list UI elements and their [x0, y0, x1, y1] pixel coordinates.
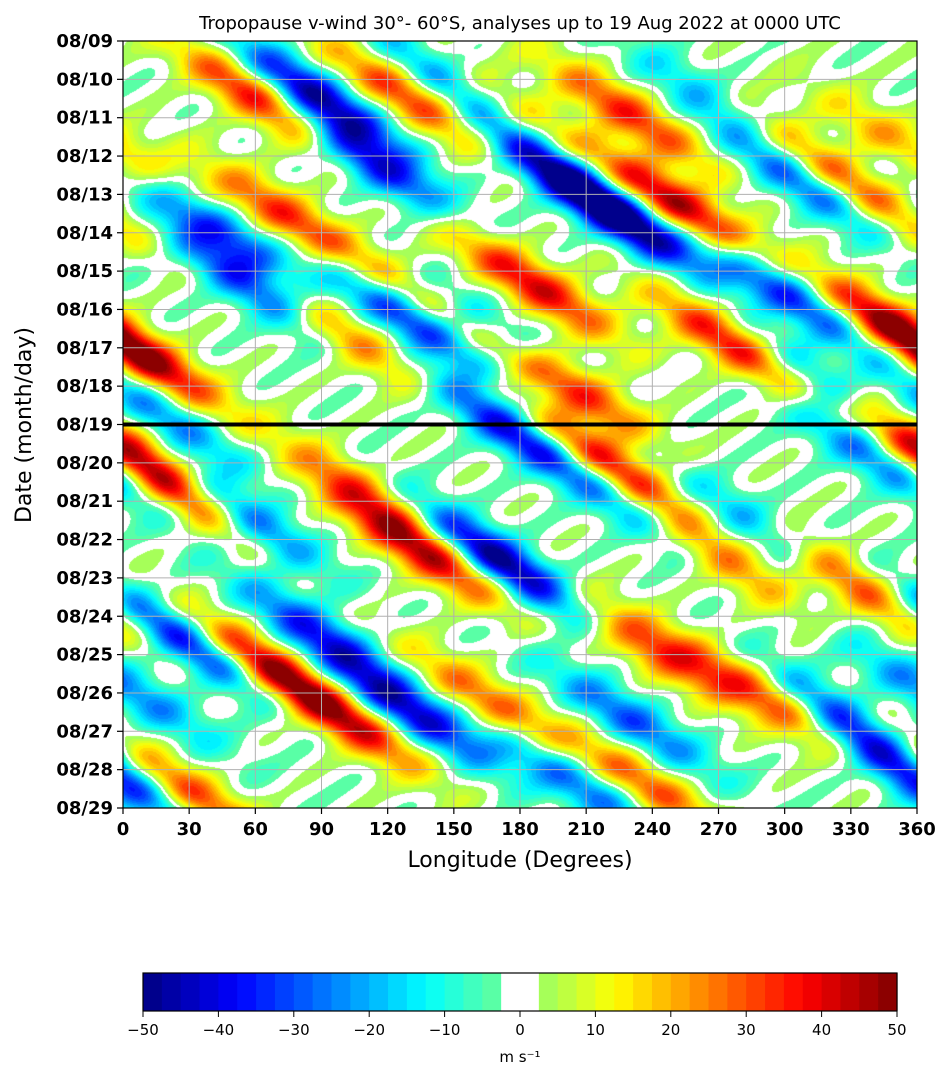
colorbar-swatch	[576, 973, 596, 1011]
colorbar-swatch	[520, 973, 540, 1011]
colorbar-swatch	[312, 973, 333, 1011]
colorbar-tick-label: −10	[429, 1021, 461, 1039]
y-tick-label: 08/17	[56, 338, 113, 359]
x-tick-label: 180	[501, 819, 539, 840]
colorbar-swatch	[821, 973, 842, 1011]
y-tick-label: 08/29	[56, 798, 113, 819]
colorbar-tick-label: 20	[661, 1021, 680, 1039]
x-tick-label: 60	[243, 819, 268, 840]
y-tick-label: 08/19	[56, 415, 113, 436]
y-tick-label: 08/10	[56, 69, 113, 90]
y-tick-label: 08/25	[56, 645, 113, 666]
colorbar-swatch	[783, 973, 804, 1011]
y-axis-title: Date (month/day)	[12, 327, 37, 523]
x-tick-label: 120	[369, 819, 407, 840]
colorbar-swatch	[256, 973, 276, 1011]
y-axis: 08/09 08/10 08/11 08/12 08/13 08/14 08/15 08/16…	[56, 31, 123, 819]
y-tick-label: 08/21	[56, 491, 113, 512]
colorbar-swatch	[840, 973, 860, 1011]
x-tick-label: 150	[435, 819, 473, 840]
y-tick-label: 08/15	[56, 261, 113, 282]
colorbar-swatch	[765, 973, 785, 1011]
colorbar-swatch	[444, 973, 465, 1011]
x-tick-label: 330	[832, 819, 870, 840]
colorbar-swatch	[425, 973, 446, 1011]
colorbar-swatch	[293, 973, 314, 1011]
y-tick-label: 08/20	[56, 453, 113, 474]
colorbar-swatch	[237, 973, 257, 1011]
colorbar-ticks: −50 −40 −30 −20 −10 0 10 20 30 40 50	[127, 1011, 907, 1039]
colorbar-swatch	[482, 973, 502, 1011]
x-tick-label: 300	[766, 819, 804, 840]
colorbar	[142, 972, 898, 1012]
y-tick-label: 08/18	[56, 376, 113, 397]
colorbar-swatch	[143, 973, 163, 1011]
colorbar-swatch	[557, 973, 578, 1011]
x-tick-label: 240	[634, 819, 672, 840]
colorbar-tick-label: −20	[353, 1021, 385, 1039]
chart-title: Tropopause v-wind 30°- 60°S, analyses up…	[198, 13, 841, 34]
y-tick-label: 08/27	[56, 721, 113, 742]
colorbar-swatch	[727, 973, 747, 1011]
colorbar-swatch	[350, 973, 370, 1011]
y-tick-label: 08/28	[56, 760, 113, 781]
x-tick-label: 270	[700, 819, 738, 840]
colorbar-tick-label: 40	[812, 1021, 831, 1039]
y-tick-label: 08/16	[56, 299, 113, 320]
colorbar-tick-label: 30	[737, 1021, 756, 1039]
x-tick-label: 90	[309, 819, 334, 840]
x-tick-label: 0	[117, 819, 130, 840]
y-tick-label: 08/13	[56, 184, 113, 205]
x-tick-label: 360	[898, 819, 936, 840]
colorbar-tick-label: −50	[127, 1021, 159, 1039]
colorbar-swatch	[463, 973, 483, 1011]
colorbar-swatch	[538, 973, 559, 1011]
y-tick-label: 08/22	[56, 530, 113, 551]
colorbar-tick-label: 50	[887, 1021, 906, 1039]
y-tick-label: 08/23	[56, 568, 113, 589]
plot-area	[122, 40, 918, 809]
colorbar-swatch	[746, 973, 766, 1011]
colorbar-swatch	[199, 973, 219, 1011]
y-tick-label: 08/09	[56, 31, 113, 52]
y-tick-label: 08/24	[56, 606, 113, 627]
colorbar-swatch	[651, 973, 672, 1011]
colorbar-unit-label: m s⁻¹	[499, 1048, 540, 1066]
colorbar-swatch	[369, 973, 389, 1011]
colorbar-swatch	[859, 973, 879, 1011]
colorbar-swatch	[802, 973, 823, 1011]
colorbar-swatch	[274, 973, 295, 1011]
colorbar-tick-label: −30	[278, 1021, 310, 1039]
y-tick-label: 08/12	[56, 146, 113, 167]
x-tick-label: 30	[177, 819, 202, 840]
colorbar-swatch	[878, 973, 898, 1011]
colorbar-tick-label: 10	[586, 1021, 605, 1039]
colorbar-swatch	[331, 973, 351, 1011]
colorbar-swatch	[633, 973, 653, 1011]
colorbar-swatch	[689, 973, 710, 1011]
colorbar-tick-label: 0	[515, 1021, 525, 1039]
colorbar-swatch	[388, 973, 408, 1011]
x-axis-title: Longitude (Degrees)	[407, 848, 632, 873]
x-axis: 0 30 60 90 120 150 180 210 240 270 300 330 360	[117, 808, 936, 840]
colorbar-swatch	[595, 973, 615, 1011]
colorbar-swatch	[614, 973, 634, 1011]
y-tick-label: 08/14	[56, 223, 113, 244]
y-tick-label: 08/11	[56, 108, 113, 129]
colorbar-swatch	[670, 973, 691, 1011]
colorbar-swatch	[180, 973, 201, 1011]
colorbar-swatch	[501, 973, 521, 1011]
y-tick-label: 08/26	[56, 683, 113, 704]
x-tick-label: 210	[567, 819, 605, 840]
colorbar-swatch	[708, 973, 728, 1011]
colorbar-swatch	[218, 973, 238, 1011]
colorbar-tick-label: −40	[203, 1021, 235, 1039]
colorbar-swatch	[406, 973, 427, 1011]
colorbar-swatch	[161, 973, 182, 1011]
